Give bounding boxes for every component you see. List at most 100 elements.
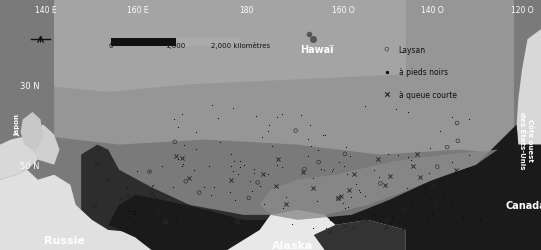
Point <box>400 54 409 58</box>
Point <box>398 19 407 23</box>
Polygon shape <box>54 0 406 92</box>
Point <box>399 39 408 43</box>
Point <box>426 49 434 53</box>
Point <box>394 92 403 96</box>
Text: 180: 180 <box>239 6 253 15</box>
Point <box>360 141 369 145</box>
Polygon shape <box>0 170 162 250</box>
Point <box>179 103 188 107</box>
Point <box>192 115 200 119</box>
Point <box>465 128 473 132</box>
Point <box>381 63 390 67</box>
Point <box>374 71 383 75</box>
Text: 30 N: 30 N <box>20 82 39 91</box>
Point <box>238 19 247 23</box>
Point <box>183 42 192 46</box>
Point <box>370 77 378 81</box>
Point <box>123 60 131 64</box>
Point <box>145 77 154 81</box>
Point <box>433 81 441 85</box>
Text: 120 O: 120 O <box>511 6 533 15</box>
Point <box>312 47 321 51</box>
Point <box>245 50 253 54</box>
Point <box>305 122 314 126</box>
Point <box>252 132 261 136</box>
Point <box>161 26 170 30</box>
Point <box>287 24 296 28</box>
Point <box>373 89 382 93</box>
Point <box>148 62 157 66</box>
Point <box>436 117 445 121</box>
Point <box>415 71 424 75</box>
Point <box>250 75 259 79</box>
Point <box>234 73 242 77</box>
Text: Japon: Japon <box>14 114 21 136</box>
Point <box>230 48 239 52</box>
Point <box>227 93 235 97</box>
Point <box>385 25 394 29</box>
Point <box>329 79 338 83</box>
Point <box>190 31 199 35</box>
Point <box>383 28 392 32</box>
Point <box>291 117 300 121</box>
Text: Côte ouest
des États-Unis: Côte ouest des États-Unis <box>519 111 533 169</box>
Point <box>429 63 438 67</box>
Text: 50 N: 50 N <box>20 162 39 171</box>
Point <box>279 40 288 44</box>
Text: Hawaï: Hawaï <box>300 45 333 55</box>
Point <box>382 153 391 157</box>
Point <box>321 112 329 116</box>
Point <box>314 86 323 89</box>
Point <box>214 32 223 36</box>
Point <box>342 101 351 105</box>
Point <box>171 92 180 96</box>
Point <box>169 60 177 64</box>
Point <box>258 111 267 115</box>
Point <box>459 30 467 34</box>
Point <box>457 67 465 71</box>
Point <box>447 42 456 46</box>
Point <box>91 43 100 47</box>
Polygon shape <box>260 150 498 220</box>
Point <box>356 56 365 60</box>
Point <box>103 67 112 71</box>
Point <box>381 21 390 25</box>
Point <box>350 74 359 78</box>
Point <box>216 105 225 109</box>
Point <box>268 102 276 106</box>
Point <box>355 58 364 62</box>
Point <box>296 132 305 136</box>
Point <box>177 82 186 86</box>
Point <box>326 28 334 32</box>
Polygon shape <box>314 220 406 250</box>
Text: à pieds noirs: à pieds noirs <box>399 68 448 77</box>
Point <box>382 176 391 180</box>
Point <box>420 60 428 64</box>
Polygon shape <box>21 112 43 152</box>
Point <box>344 41 353 45</box>
Point <box>227 81 235 85</box>
Point <box>206 52 215 56</box>
Point <box>235 81 244 85</box>
Point <box>264 116 273 120</box>
Point <box>476 29 484 33</box>
Point <box>148 54 156 58</box>
Point <box>447 131 456 135</box>
Point <box>370 33 379 37</box>
Text: 2,000 kilomètres: 2,000 kilomètres <box>211 42 270 49</box>
Point <box>309 60 318 64</box>
Point <box>472 25 481 29</box>
Point <box>465 92 474 96</box>
Point <box>116 50 125 54</box>
Point <box>263 74 272 78</box>
Point <box>338 44 347 48</box>
Point <box>342 74 351 78</box>
Point <box>229 23 237 27</box>
Point <box>382 198 391 202</box>
Point <box>347 51 355 55</box>
Point <box>233 26 241 30</box>
Point <box>131 34 140 38</box>
Point <box>177 90 186 94</box>
Point <box>265 123 273 127</box>
Point <box>489 72 497 76</box>
